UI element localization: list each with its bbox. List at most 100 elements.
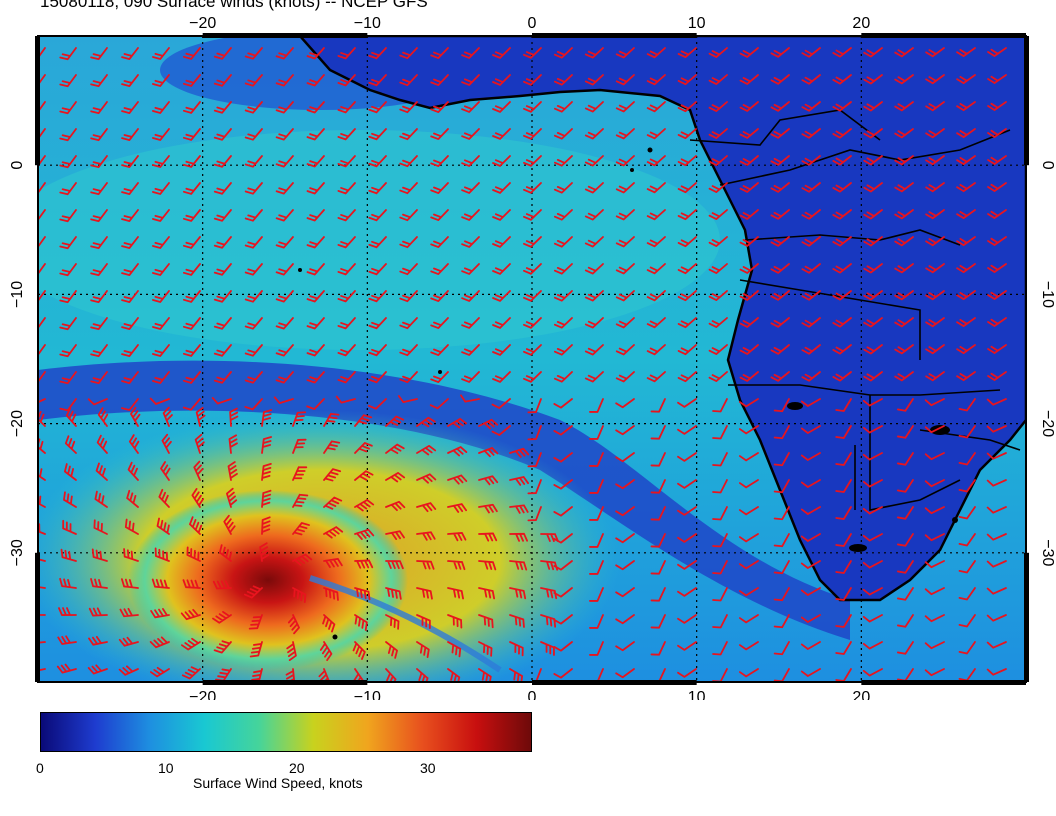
wind-barb: [244, 371, 263, 384]
wind-barb: [59, 290, 77, 304]
wind-barb: [430, 344, 449, 356]
wind-barb: [509, 560, 528, 571]
wind-barb: [292, 411, 307, 427]
wind-barb: [894, 155, 914, 166]
wind-barb: [738, 506, 759, 516]
wind-barb: [527, 398, 542, 414]
colorbar: [40, 712, 532, 752]
wind-barb: [337, 128, 356, 141]
wind-barb: [615, 371, 635, 383]
wind-barb: [958, 533, 976, 547]
wind-barb: [213, 209, 232, 222]
wind-barb: [646, 371, 666, 383]
wind-barb: [773, 614, 790, 629]
wind-barb: [306, 101, 325, 114]
wind-barb: [261, 489, 272, 508]
wind-barb: [152, 101, 170, 114]
colorbar-tick-label: 10: [158, 760, 174, 776]
wind-barb: [646, 47, 666, 59]
wind-barb: [430, 128, 449, 140]
wind-barb: [863, 290, 883, 301]
wind-barb: [584, 182, 604, 194]
wind-barb: [924, 506, 945, 515]
wind-barb: [228, 434, 238, 454]
wind-barb: [368, 47, 387, 60]
wind-barb: [739, 101, 759, 112]
wind-barb: [677, 560, 697, 570]
wind-barb: [154, 547, 170, 562]
wind-barb: [121, 290, 139, 303]
wind-barb: [925, 344, 945, 355]
wind-barb: [924, 587, 945, 596]
wind-barb: [584, 155, 604, 167]
wind-barb: [461, 128, 480, 140]
wind-barb: [553, 209, 573, 221]
wind-barb: [956, 236, 976, 247]
wind-barb: [925, 47, 945, 58]
wind-barb: [509, 447, 530, 458]
wind-barb: [677, 344, 697, 356]
wind-barb: [646, 317, 666, 329]
wind-barb: [244, 74, 263, 87]
wind-barb: [461, 317, 480, 329]
wind-barb: [523, 317, 542, 329]
wind-barb: [65, 407, 77, 427]
wind-barb: [152, 47, 170, 60]
wind-barb: [832, 236, 852, 247]
wind-barb: [275, 263, 294, 276]
colorbar-label: Surface Wind Speed, knots: [193, 775, 363, 791]
wind-barb: [956, 344, 976, 355]
wind-barb: [416, 502, 437, 513]
wind-barb: [708, 47, 728, 58]
wind-barb: [213, 263, 232, 276]
wind-barb: [773, 398, 790, 413]
wind-barb: [738, 668, 759, 678]
wind-barb: [124, 518, 139, 535]
wind-barb: [832, 371, 852, 382]
wind-barb: [553, 506, 573, 517]
wind-barb: [896, 398, 914, 412]
wind-barb: [149, 666, 170, 678]
wind-barb: [337, 182, 356, 195]
wind-barb: [492, 263, 511, 275]
wind-barb: [430, 101, 449, 113]
wind-barb: [354, 528, 375, 541]
lon-tick-label-top: 0: [528, 15, 537, 32]
wind-barb: [64, 435, 77, 454]
wind-barb: [150, 608, 170, 619]
wind-barb: [152, 344, 170, 357]
wind-barb: [430, 317, 449, 329]
wind-barb: [478, 503, 498, 514]
wind-barb: [958, 506, 976, 520]
wind-barb: [712, 479, 728, 494]
wind-barb: [800, 587, 821, 596]
wind-barb: [894, 317, 914, 328]
wind-barb: [273, 396, 294, 404]
wind-barb: [123, 548, 139, 562]
wind-barb: [275, 101, 294, 114]
wind-barb: [739, 155, 759, 166]
axis-labels: −20 −20 −10 −10 0 0 10 10 20 20 0 0 −10 −10 −20 −20 −30 −…: [9, 15, 1056, 700]
wind-barb: [832, 263, 852, 274]
wind-barb: [126, 489, 139, 508]
wind-barb: [368, 236, 387, 249]
wind-barb: [832, 317, 852, 328]
wind-barb: [615, 398, 635, 409]
wind-barb: [152, 317, 170, 330]
wind-barb: [90, 101, 108, 115]
wind-barb: [527, 668, 542, 682]
wind-barb: [553, 371, 573, 383]
wind-barb: [739, 371, 759, 382]
plot-title: 15080118, 090 Surface winds (knots) -- N…: [40, 0, 428, 11]
wind-barb: [275, 290, 294, 303]
wind-barb: [801, 101, 821, 112]
wind-barb: [615, 614, 635, 625]
wind-barb: [773, 641, 790, 656]
wind-barb: [354, 559, 374, 569]
wind-barb: [59, 101, 77, 115]
wind-barb: [677, 398, 697, 408]
wind-barb: [924, 668, 945, 677]
wind-barb: [368, 74, 387, 87]
wind-barb: [835, 479, 852, 493]
wind-barb: [584, 74, 604, 86]
